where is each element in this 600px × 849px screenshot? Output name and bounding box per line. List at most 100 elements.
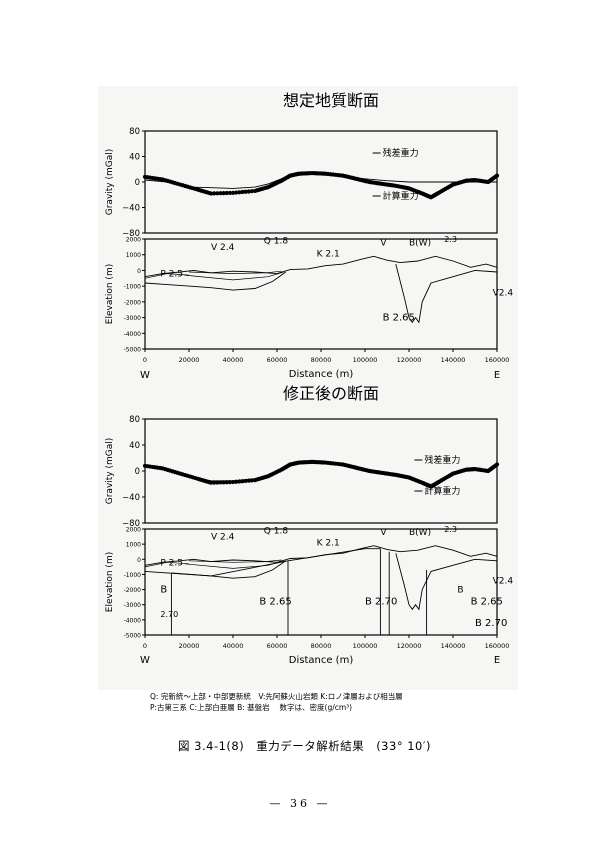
topographic-surface — [144, 255, 498, 278]
geologic-unit-label: K 2.1 — [317, 539, 340, 549]
geologic-unit-label: 2.3 — [444, 235, 457, 244]
elevation-tick-label: -1000 — [124, 284, 142, 291]
distance-tick-label: 20000 — [179, 356, 200, 364]
panel-title: 想定地質断面 — [283, 91, 379, 110]
residual-gravity-point — [246, 478, 251, 483]
geologic-unit-label: B 2.70 — [365, 597, 397, 608]
residual-gravity-point — [246, 189, 251, 194]
elevation-tick-label: 0 — [137, 268, 141, 275]
gravity-tick-label: −40 — [122, 204, 140, 214]
panel-title: 修正後の断面 — [283, 384, 379, 403]
distance-axis-label: Distance (m) — [289, 369, 354, 380]
legend-line-1: Q: 完新統〜上部・中部更新統 V:先阿蘇火山岩類 K:ロノ津層および相当層 — [150, 692, 403, 701]
page-number: — 36 — — [269, 797, 331, 810]
distance-tick-label: 120000 — [397, 356, 422, 364]
paleogene-boundary — [144, 273, 190, 279]
volcanic-depression-boundary — [395, 553, 498, 611]
distance-tick-label: 60000 — [267, 642, 288, 650]
basement-top — [171, 548, 381, 577]
direction-east: E — [494, 655, 500, 666]
direction-west: W — [140, 655, 150, 666]
volcanic-depression-boundary — [395, 263, 498, 324]
elevation-tick-label: -3000 — [124, 602, 142, 609]
distance-axis-label: Distance (m) — [289, 655, 354, 666]
distance-tick-label: 0 — [143, 356, 147, 364]
distance-tick-label: 20000 — [179, 642, 200, 650]
geologic-unit-label: V2.4 — [493, 577, 514, 587]
calculated-gravity-label: 計算重力 — [424, 485, 460, 497]
geologic-unit-label: V 2.4 — [211, 243, 235, 253]
gravity-tick-label: 80 — [129, 127, 140, 137]
residual-gravity-point — [249, 478, 254, 483]
gravity-tick-label: 0 — [135, 178, 140, 188]
quaternary-boundary — [188, 559, 282, 563]
elevation-axis-label: Elevation (m) — [105, 552, 115, 612]
geologic-unit-label: V — [380, 238, 387, 248]
residual-gravity-point — [237, 479, 242, 484]
geologic-unit-label: B — [457, 586, 463, 596]
gravity-tick-label: 40 — [129, 441, 140, 451]
residual-gravity-point — [208, 480, 214, 485]
elevation-axis-label: Elevation (m) — [105, 264, 115, 324]
elevation-tick-label: -5000 — [124, 633, 142, 640]
gravity-tick-label: −80 — [122, 519, 140, 529]
geologic-unit-label: B(W) — [409, 528, 431, 538]
geologic-unit-label: P 2.5 — [160, 558, 183, 568]
geologic-unit-label: B — [160, 585, 167, 596]
gravity-tick-label: −80 — [122, 229, 140, 239]
residual-gravity-point — [212, 480, 217, 485]
geologic-unit-label: P 2.5 — [160, 270, 183, 280]
calculated-gravity-label: 計算重力 — [383, 190, 419, 202]
geologic-unit-label: K 2.1 — [317, 249, 340, 259]
elevation-tick-label: 2000 — [126, 527, 141, 534]
geologic-unit-label: B 2.65 — [259, 597, 291, 608]
residual-gravity-label: 残差重力 — [424, 454, 460, 466]
geologic-unit-label: B 2.65 — [383, 313, 415, 324]
residual-gravity-point — [218, 480, 223, 485]
residual-gravity-point — [249, 189, 254, 194]
geologic-unit-label: V — [380, 528, 387, 538]
geologic-unit-label: B(W) — [409, 238, 431, 248]
distance-tick-label: 140000 — [441, 356, 466, 364]
paleogene-boundary — [144, 561, 190, 568]
geologic-unit-label: Q 1.8 — [264, 237, 289, 247]
residual-gravity-point — [494, 173, 500, 178]
residual-gravity-point — [237, 190, 242, 195]
gravity-tick-label: 80 — [129, 415, 140, 425]
residual-gravity-point — [227, 190, 232, 196]
elevation-tick-label: -2000 — [124, 299, 142, 306]
figure-caption: 図 3.4-1(8) 重力データ解析結果 (33° 10′) — [178, 739, 431, 753]
residual-gravity-point — [234, 190, 239, 195]
gravity-axis-label: Gravity (mGal) — [105, 149, 115, 216]
gravity-axis-label: Gravity (mGal) — [105, 438, 115, 505]
geologic-unit-label: Q 1.8 — [264, 527, 289, 537]
residual-gravity-point — [234, 479, 239, 484]
residual-gravity-point — [221, 480, 226, 485]
residual-gravity-point — [240, 189, 245, 195]
distance-tick-label: 80000 — [311, 642, 332, 650]
elevation-tick-label: 2000 — [126, 237, 141, 244]
geologic-unit-label: B 2.65 — [471, 597, 503, 608]
basin-basement-boundary — [144, 271, 287, 291]
direction-east: E — [494, 370, 500, 381]
residual-gravity-point — [227, 480, 232, 485]
figure-plate: 想定地質断面 80 40 0 −40 −80 Gravity (mGal) 残差重力 計算重力 2… — [98, 86, 518, 690]
residual-gravity-point — [230, 479, 236, 485]
residual-gravity-point — [212, 191, 217, 196]
elevation-tick-label: 1000 — [126, 542, 141, 549]
distance-tick-label: 100000 — [353, 356, 378, 364]
residual-gravity-point — [215, 480, 220, 485]
elevation-tick-label: -1000 — [124, 572, 142, 579]
legend-line-2: P:古第三系 C:上部白亜層 B: 基盤岩 数字は、密度(g/cm³) — [150, 703, 353, 712]
gravity-frame — [144, 418, 498, 524]
gravity-tick-label: −40 — [122, 493, 140, 503]
gravity-tick-label: 0 — [135, 467, 140, 477]
residual-gravity-point — [221, 191, 226, 196]
geologic-unit-label: 2.70 — [160, 610, 178, 619]
quaternary-boundary — [188, 270, 282, 274]
residual-gravity-point — [230, 190, 236, 195]
figure-legend: Q: 完新統〜上部・中部更新統 V:先阿蘇火山岩類 K:ロノ津層および相当層 P… — [150, 691, 510, 713]
distance-tick-label: 40000 — [223, 356, 244, 364]
